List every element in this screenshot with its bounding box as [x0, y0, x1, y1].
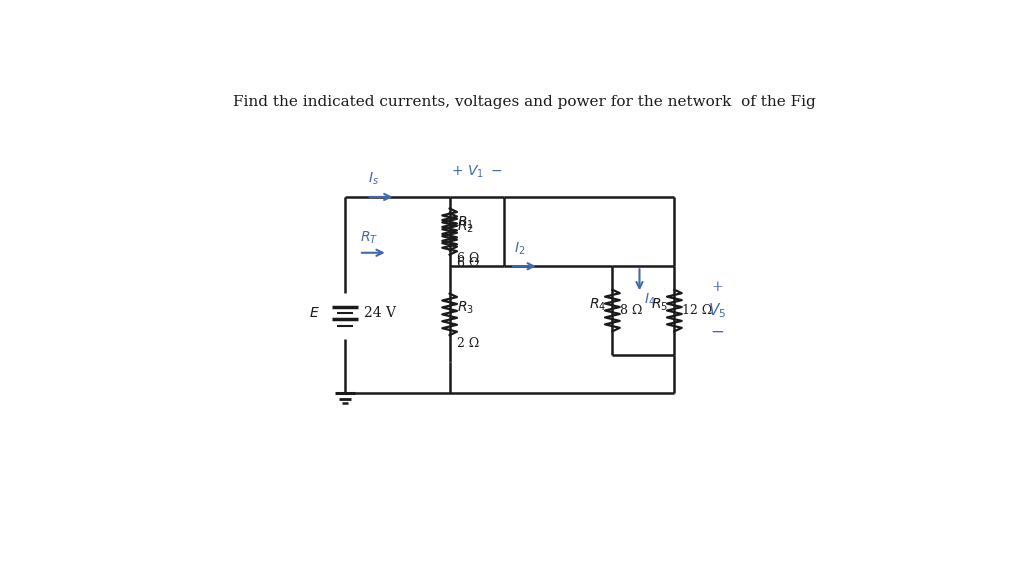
Text: +: + [712, 281, 723, 294]
Text: $R_1$: $R_1$ [458, 214, 474, 230]
Text: 12 Ω: 12 Ω [682, 304, 713, 317]
Text: $R_T$: $R_T$ [360, 229, 379, 246]
Text: $I_4$: $I_4$ [644, 291, 655, 308]
Text: 8 Ω: 8 Ω [621, 304, 642, 317]
Text: $R_2$: $R_2$ [458, 219, 474, 235]
Text: $I_s$: $I_s$ [369, 170, 379, 187]
Text: $+ \ V_1 \ -$: $+ \ V_1 \ -$ [451, 164, 503, 180]
Text: Find the indicated currents, voltages and power for the network  of the Fig: Find the indicated currents, voltages an… [233, 95, 816, 109]
Text: 2 Ω: 2 Ω [458, 338, 479, 350]
Text: $I_2$: $I_2$ [514, 241, 525, 257]
Text: 24 V: 24 V [364, 306, 395, 320]
Text: 6 Ω: 6 Ω [458, 257, 480, 270]
Text: $E$: $E$ [309, 306, 321, 320]
Text: $R_3$: $R_3$ [458, 300, 474, 316]
Text: $R_5$: $R_5$ [651, 296, 669, 313]
Text: 6 Ω: 6 Ω [458, 252, 480, 266]
Text: $V_5$: $V_5$ [708, 301, 726, 320]
Text: $R_4$: $R_4$ [589, 296, 606, 313]
Text: −: − [710, 324, 724, 340]
